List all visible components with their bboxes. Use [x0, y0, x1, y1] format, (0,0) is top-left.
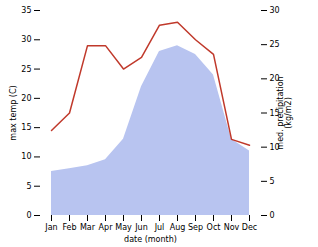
svg-text:Jun: Jun	[134, 223, 148, 232]
svg-text:25: 25	[21, 65, 31, 74]
svg-text:35: 35	[21, 6, 31, 15]
svg-text:Dec: Dec	[242, 223, 257, 232]
svg-text:Oct: Oct	[207, 223, 221, 232]
svg-text:Sep: Sep	[188, 223, 203, 232]
svg-text:Aug: Aug	[170, 223, 186, 232]
svg-text:May: May	[115, 223, 132, 232]
svg-text:25: 25	[270, 40, 280, 49]
svg-text:Apr: Apr	[99, 223, 114, 232]
svg-text:Jul: Jul	[154, 223, 165, 232]
svg-text:5: 5	[26, 182, 31, 191]
svg-text:15: 15	[21, 123, 31, 132]
svg-text:Mar: Mar	[80, 223, 96, 232]
svg-text:0: 0	[26, 211, 31, 220]
svg-text:max temp (C): max temp (C)	[9, 85, 18, 140]
svg-text:5: 5	[270, 177, 275, 186]
svg-text:20: 20	[21, 94, 31, 103]
svg-text:Nov: Nov	[224, 223, 240, 232]
svg-text:med. precipitation(kg/m2): med. precipitation(kg/m2)	[276, 76, 293, 149]
svg-text:30: 30	[270, 6, 280, 15]
svg-text:10: 10	[21, 152, 31, 161]
svg-text:date (month): date (month)	[124, 235, 177, 244]
svg-text:30: 30	[21, 35, 31, 44]
svg-text:Jan: Jan	[44, 223, 57, 232]
svg-text:Feb: Feb	[62, 223, 76, 232]
svg-text:0: 0	[270, 211, 275, 220]
